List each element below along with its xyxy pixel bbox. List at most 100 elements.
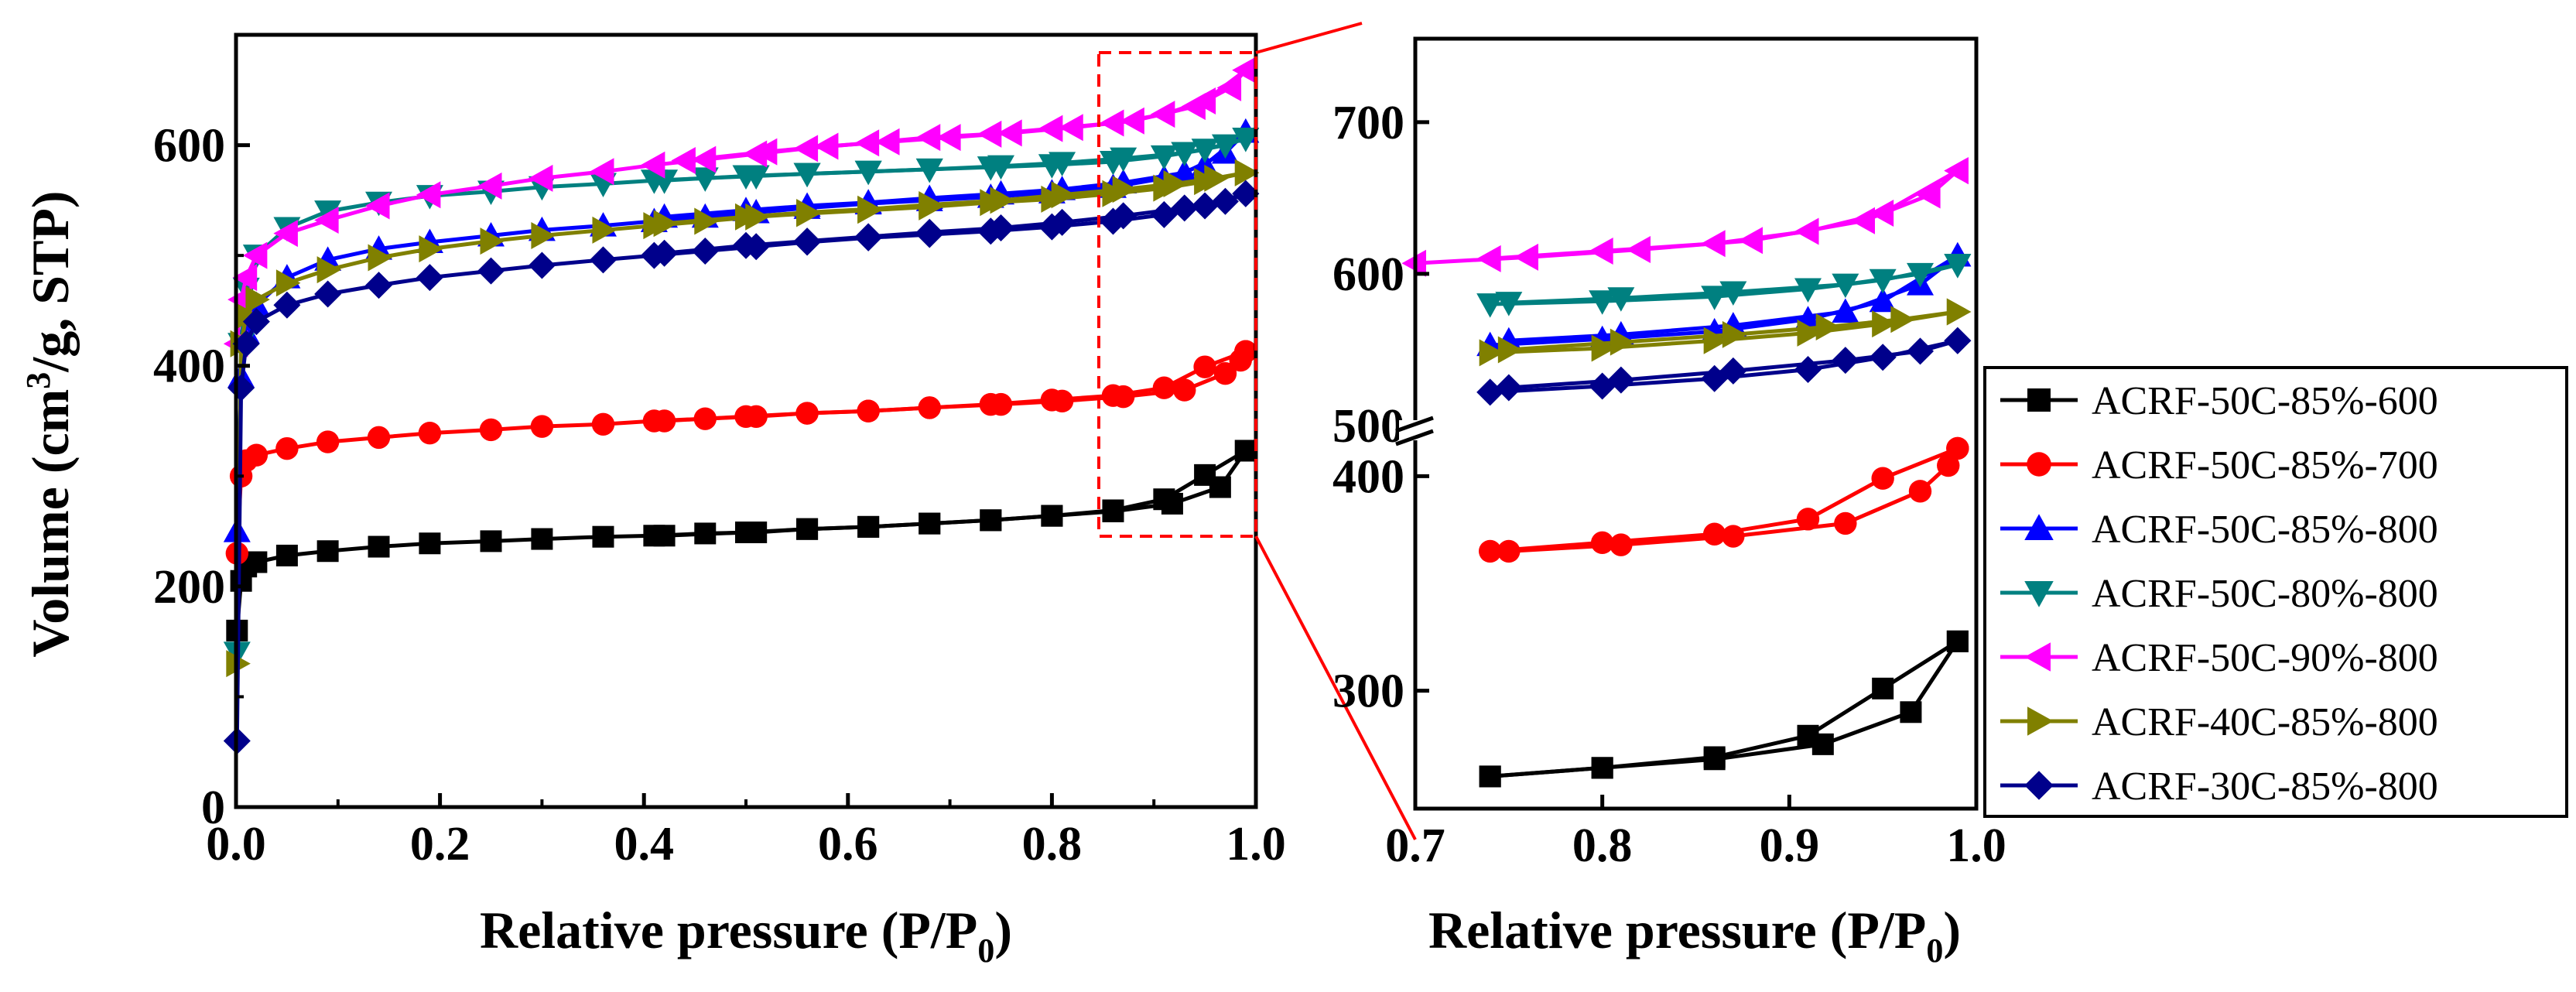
zoom-point-acrf-50c-80pct-800: [1907, 262, 1934, 288]
main-point-acrf-50c-85pct-600: [531, 528, 553, 550]
main-point-acrf-50c-90pct-800: [1099, 109, 1124, 137]
zoom-point-acrf-30c-85pct-800: [1719, 357, 1747, 385]
main-point-acrf-30c-85pct-800: [1191, 192, 1219, 220]
main-point-acrf-30c-85pct-800: [915, 218, 943, 246]
zoom-point-acrf-50c-85pct-600: [1591, 757, 1613, 779]
zoom-line-acrf-50c-85pct-800-desorption: [1508, 254, 1959, 343]
zoom-point-acrf-30c-85pct-800: [1495, 374, 1523, 402]
main-point-acrf-50c-85pct-700: [989, 392, 1013, 416]
main-point-acrf-30c-85pct-800: [242, 308, 270, 336]
zoom-point-acrf-40c-85pct-800: [1890, 306, 1915, 334]
zoom-point-acrf-50c-85pct-700: [1610, 533, 1633, 556]
main-point-acrf-50c-80pct-800: [1211, 134, 1239, 159]
zoom-point-acrf-40c-85pct-800: [1497, 336, 1523, 364]
main-point-acrf-40c-85pct-800: [694, 207, 719, 235]
zoom-point-acrf-50c-85pct-700: [1478, 539, 1502, 563]
zoom-point-acrf-50c-85pct-700: [1871, 467, 1894, 490]
main-point-acrf-50c-85pct-700: [367, 426, 391, 450]
zoom-point-acrf-50c-80pct-800: [1794, 278, 1822, 303]
main-point-acrf-50c-90pct-800: [742, 140, 768, 168]
main-point-acrf-50c-80pct-800: [1191, 139, 1219, 163]
legend-label-acrf-50c-85pct-700: ACRF-50C-85%-700: [2092, 443, 2438, 487]
main-point-acrf-50c-90pct-800: [477, 172, 502, 200]
zoom-point-acrf-50c-80pct-800: [1944, 254, 1972, 279]
main-point-acrf-50c-90pct-800: [915, 124, 941, 152]
main-x-tick-label: 0.0: [206, 818, 266, 871]
main-point-acrf-50c-90pct-800: [1150, 101, 1175, 128]
zoom-point-acrf-40c-85pct-800: [1872, 310, 1897, 338]
legend-marker-acrf-50c-85pct-800: [2024, 514, 2054, 540]
main-point-acrf-50c-85pct-700: [795, 402, 819, 425]
main-point-acrf-30c-85pct-800: [227, 374, 255, 402]
main-point-acrf-50c-85pct-700: [1173, 378, 1196, 402]
main-point-acrf-40c-85pct-800: [419, 235, 443, 263]
main-point-acrf-50c-90pct-800: [273, 220, 298, 248]
main-point-acrf-50c-85pct-600: [694, 522, 717, 545]
main-line-acrf-30c-85pct-800-adsorption: [234, 191, 1247, 741]
main-point-acrf-50c-85pct-600: [980, 509, 1002, 532]
main-point-acrf-50c-85pct-600: [857, 515, 880, 538]
main-point-acrf-50c-85pct-600: [1209, 476, 1231, 498]
main-point-acrf-50c-85pct-700: [1213, 361, 1237, 385]
zoom-point-acrf-50c-80pct-800: [1495, 292, 1523, 316]
zoom-y-tick-label: 500: [1332, 400, 1404, 453]
main-series-group: [223, 56, 1260, 754]
zoom-x-tick-label: 0.9: [1760, 819, 1820, 872]
main-y-tick-label: 0: [201, 782, 225, 834]
main-point-acrf-50c-85pct-600: [316, 540, 339, 563]
main-point-acrf-40c-85pct-800: [857, 195, 882, 223]
zoom-point-acrf-50c-85pct-800: [1832, 298, 1859, 323]
main-point-acrf-50c-90pct-800: [936, 124, 961, 152]
main-point-acrf-50c-85pct-700: [1193, 355, 1216, 378]
main-y-tick-label: 600: [153, 120, 225, 173]
zoom-point-acrf-50c-85pct-600: [1703, 748, 1726, 771]
main-point-acrf-50c-85pct-600: [1161, 492, 1183, 515]
zoom-point-acrf-50c-85pct-700: [1834, 511, 1857, 535]
zoom-y-tick-label: 300: [1332, 665, 1404, 718]
main-point-acrf-50c-90pct-800: [977, 120, 1002, 148]
main-point-acrf-50c-90pct-800: [854, 129, 880, 157]
main-point-acrf-50c-85pct-600: [1234, 440, 1257, 462]
main-point-acrf-40c-85pct-800: [245, 286, 270, 313]
legend-label-acrf-50c-85pct-800: ACRF-50C-85%-800: [2092, 508, 2438, 552]
zoom-point-acrf-50c-80pct-800: [1719, 281, 1747, 306]
zoom-point-acrf-40c-85pct-800: [1722, 320, 1747, 348]
legend-label-acrf-50c-80pct-800: ACRF-50C-80%-800: [2092, 572, 2438, 616]
zoom-y-tick-label: 400: [1332, 450, 1404, 503]
zoom-y-tick-label: 700: [1332, 97, 1404, 149]
main-point-acrf-50c-85pct-600: [796, 518, 819, 540]
main-point-acrf-50c-90pct-800: [793, 135, 819, 162]
main-point-acrf-50c-90pct-800: [232, 264, 258, 292]
main-point-acrf-50c-90pct-800: [691, 145, 717, 173]
main-point-acrf-50c-85pct-700: [1229, 348, 1252, 372]
main-point-acrf-40c-85pct-800: [919, 191, 943, 219]
main-point-acrf-50c-80pct-800: [732, 165, 760, 190]
main-point-acrf-40c-85pct-800: [990, 186, 1014, 214]
zoom-point-acrf-50c-90pct-800: [1850, 207, 1875, 234]
main-point-acrf-30c-85pct-800: [1110, 202, 1137, 230]
main-point-acrf-50c-90pct-800: [1059, 114, 1083, 142]
main-point-acrf-50c-85pct-600: [1102, 500, 1124, 522]
legend-frame: [1983, 366, 2568, 818]
zoom-point-acrf-50c-80pct-800: [1869, 269, 1897, 294]
zoom-point-acrf-50c-80pct-800: [1476, 293, 1504, 318]
main-y-tick-label: 400: [153, 340, 225, 393]
y-axis-break-mark: [1395, 416, 1434, 446]
main-point-acrf-30c-85pct-800: [1171, 194, 1199, 222]
main-point-acrf-50c-80pct-800: [1232, 128, 1260, 152]
zoom-y-tick-label: 600: [1332, 248, 1404, 301]
main-point-acrf-50c-90pct-800: [671, 147, 696, 175]
main-point-acrf-30c-85pct-800: [987, 214, 1014, 241]
main-point-acrf-50c-90pct-800: [242, 241, 268, 269]
main-point-acrf-50c-90pct-800: [1181, 93, 1206, 121]
main-point-acrf-50c-90pct-800: [365, 192, 390, 220]
zoom-point-acrf-50c-90pct-800: [1626, 236, 1651, 264]
main-point-acrf-50c-85pct-700: [1152, 376, 1176, 399]
zoom-point-acrf-50c-85pct-700: [1908, 480, 1932, 503]
main-point-acrf-50c-90pct-800: [997, 119, 1022, 147]
main-point-acrf-30c-85pct-800: [365, 272, 393, 299]
main-point-acrf-50c-80pct-800: [793, 162, 821, 188]
zoom-point-acrf-50c-85pct-600: [1946, 630, 1969, 652]
main-point-acrf-30c-85pct-800: [1150, 200, 1178, 228]
